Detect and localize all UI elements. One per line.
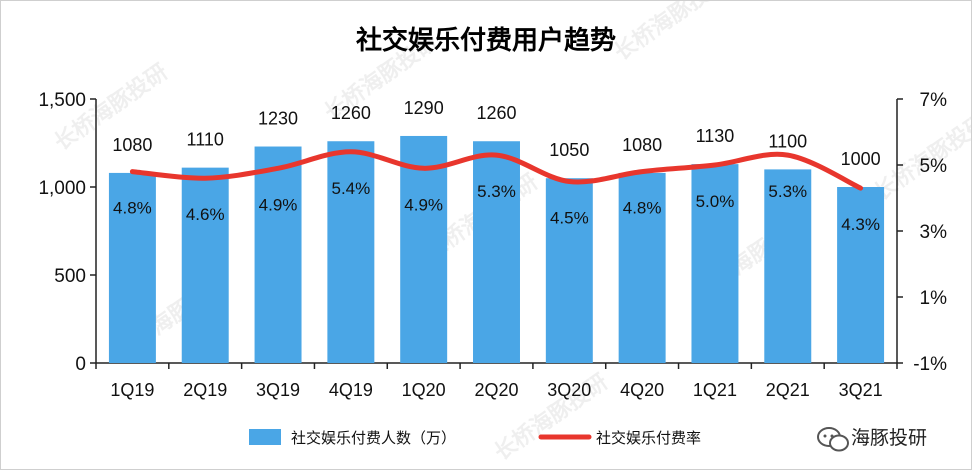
bar-1Q21: [691, 164, 739, 363]
x-tick-label: 2Q21: [766, 380, 810, 400]
left-tick-label: 500: [54, 266, 86, 287]
x-tick-label: 3Q20: [547, 380, 591, 400]
bar-value-label: 1130: [696, 126, 735, 146]
legend: 社交娱乐付费人数（万） 社交娱乐付费率: [249, 429, 701, 447]
x-tick-label: 3Q19: [256, 380, 300, 400]
rate-value-label: 4.8%: [113, 199, 152, 218]
rate-value-label: 4.6%: [186, 205, 225, 224]
bar-1Q20: [400, 135, 448, 363]
bar-value-label: 1080: [622, 135, 662, 155]
axes: 0 500 1,000 1,500 -1% 1% 3% 5% 7% 1Q19 2Q19 3Q19 4Q1…: [38, 90, 947, 400]
right-tick-label: 5%: [920, 156, 948, 177]
bar-value-label: 1230: [258, 109, 298, 129]
brand-name: 海豚投研: [851, 427, 927, 449]
rate-line-group: [129, 149, 864, 191]
rate-value-label: 5.3%: [768, 182, 807, 201]
data-labels: 1080 1110 1230 1260 1290 1260 1050 1080 1130 1100…: [112, 98, 880, 234]
right-tick-label: 3%: [920, 222, 948, 243]
right-tick-label: 1%: [920, 288, 948, 309]
x-tick-label: 4Q20: [620, 380, 664, 400]
right-tick-label: -1%: [913, 354, 947, 375]
bar-2Q21: [764, 169, 812, 363]
x-tick-label: 3Q21: [839, 380, 883, 400]
bar-value-label: 1100: [768, 131, 807, 151]
bar-value-label: 1110: [187, 130, 224, 150]
chart-title: 社交娱乐付费用户趋势: [356, 25, 616, 56]
legend-bar-swatch: [249, 429, 281, 445]
watermark-text: 长桥海豚投研: [610, 1, 733, 66]
rate-value-label: 5.4%: [331, 179, 370, 198]
bar-value-label: 1260: [331, 103, 371, 123]
rate-value-label: 4.8%: [623, 199, 662, 218]
bar-value-label: 1080: [112, 135, 152, 155]
brand: 海豚投研: [817, 427, 927, 452]
left-tick-label: 1,000: [38, 178, 86, 199]
bar-1Q19: [108, 172, 156, 363]
x-tick-label: 2Q20: [474, 380, 518, 400]
bar-2Q19: [181, 167, 229, 363]
x-tick-label: 1Q20: [402, 380, 446, 400]
bar-4Q20: [618, 172, 666, 363]
wechat-logo-icon: [817, 427, 849, 452]
left-tick-label: 1,500: [38, 90, 86, 111]
bar-4Q19: [327, 141, 375, 363]
bar-3Q20: [545, 178, 593, 363]
rate-value-label: 4.5%: [550, 209, 589, 228]
rate-value-label: 4.9%: [259, 195, 298, 214]
bar-value-label: 1050: [549, 140, 589, 160]
x-tick-label: 4Q19: [329, 380, 373, 400]
rate-value-label: 5.3%: [477, 182, 516, 201]
legend-line-label: 社交娱乐付费率: [596, 429, 701, 447]
right-tick-label: 7%: [920, 90, 948, 111]
rate-value-label: 4.3%: [841, 215, 880, 234]
bar-3Q19: [254, 146, 302, 363]
rate-value-label: 4.9%: [404, 195, 443, 214]
legend-bar-label: 社交娱乐付费人数（万）: [291, 429, 456, 447]
bar-value-label: 1000: [841, 149, 881, 169]
x-tick-label: 1Q19: [110, 380, 154, 400]
bar-2Q20: [473, 141, 520, 363]
bar-3Q21: [837, 187, 885, 363]
left-tick-label: 0: [75, 354, 86, 375]
x-tick-label: 1Q21: [693, 380, 737, 400]
bars: [108, 135, 885, 363]
bar-value-label: 1260: [476, 103, 516, 123]
x-tick-label: 2Q19: [183, 380, 227, 400]
rate-value-label: 5.0%: [696, 192, 735, 211]
bar-value-label: 1290: [404, 98, 444, 118]
